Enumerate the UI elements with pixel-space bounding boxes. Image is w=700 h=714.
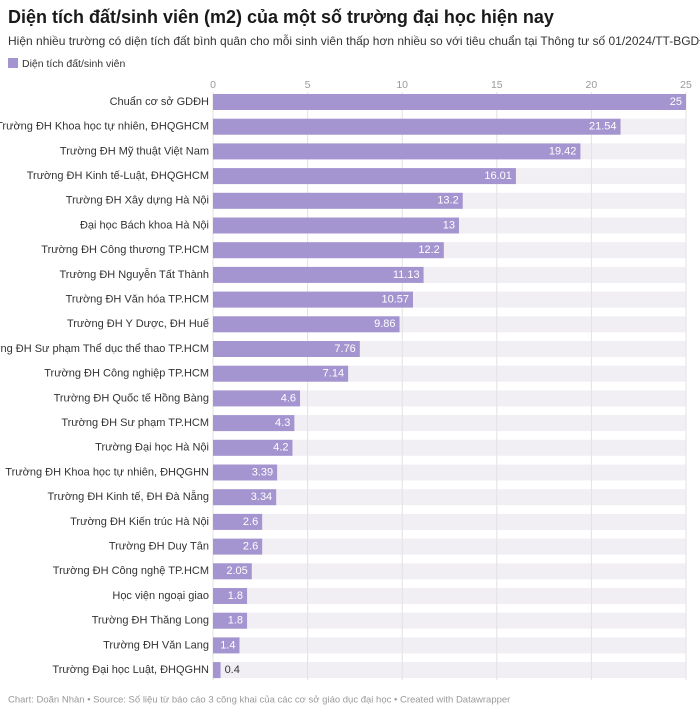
y-tick-label: Trường Đại học Luật, ĐHQGHN: [52, 664, 209, 676]
chart-title: Diện tích đất/sinh viên (m2) của một số …: [8, 7, 554, 27]
bar: [213, 266, 424, 283]
bar: [213, 217, 459, 234]
value-label: 10.57: [381, 294, 409, 306]
bar-track: [213, 588, 686, 604]
y-tick-label: Trường ĐH Thăng Long: [92, 615, 209, 627]
bar: [213, 143, 581, 160]
y-tick-label: Trường ĐH Xây dựng Hà Nội: [66, 195, 209, 207]
value-label: 13.2: [437, 195, 458, 207]
y-tick-label: Trường ĐH Nguyễn Tất Thành: [60, 268, 210, 281]
x-tick-label: 20: [586, 79, 598, 91]
y-tick-label: Trường ĐH Kinh tế-Luật, ĐHQGHCM: [27, 170, 209, 182]
bar-track: [213, 662, 686, 679]
bar: [213, 192, 463, 209]
x-tick-label: 0: [210, 79, 216, 91]
y-tick-label: Trường ĐH Sư phạm TP.HCM: [61, 417, 209, 429]
bar: [213, 365, 349, 382]
bar-track: [213, 513, 686, 530]
bar: [213, 291, 413, 308]
y-tick-label: Trường ĐH Công nghiệp TP.HCM: [44, 368, 209, 380]
bar: [213, 489, 277, 506]
y-tick-label: Trường ĐH Văn hóa TP.HCM: [66, 294, 209, 306]
bar: [213, 538, 263, 555]
value-label: 25: [670, 96, 682, 108]
bar-track: [213, 489, 686, 506]
bar: [213, 168, 516, 185]
value-label: 16.01: [484, 170, 512, 182]
bar: [213, 612, 248, 629]
value-label: 1.8: [228, 590, 243, 602]
legend-label: Diện tích đất/sinh viên: [22, 58, 125, 70]
value-label: 4.6: [281, 392, 296, 404]
y-tick-label: Học viện ngoại giao: [112, 590, 209, 602]
value-label: 3.39: [252, 466, 273, 478]
bar: [213, 637, 240, 654]
bar: [213, 439, 293, 456]
value-label: 7.76: [334, 343, 355, 355]
bar: [213, 316, 400, 333]
y-tick-label: Trường ĐH Khoa học tự nhiên, ĐHQGHN: [5, 466, 209, 478]
bar-track: [213, 415, 686, 432]
bar: [213, 588, 248, 604]
y-tick-label: Trường ĐH Kiến trúc Hà Nội: [70, 516, 209, 528]
bar-track: [213, 563, 686, 580]
value-label: 9.86: [374, 318, 395, 330]
value-label: 0.4: [225, 664, 240, 676]
chart-footer: Chart: Doãn Nhàn • Source: Số liệu từ bá…: [8, 695, 510, 706]
value-label: 11.13: [393, 269, 420, 281]
bar: [213, 390, 301, 407]
x-tick-label: 15: [491, 79, 503, 91]
y-tick-label: Trường ĐH Kinh tế, ĐH Đà Nẵng: [47, 490, 209, 503]
y-tick-label: Trường ĐH Sư phạm Thể dục thể thao TP.HC…: [0, 343, 209, 355]
value-label: 1.8: [228, 615, 243, 627]
x-tick-label: 25: [680, 79, 692, 91]
value-label: 1.4: [220, 639, 235, 651]
bar: [213, 415, 295, 432]
value-label: 12.2: [418, 244, 439, 256]
chart-subtitle: Hiện nhiều trường có diện tích đất bình …: [8, 33, 700, 48]
bar-track: [213, 439, 686, 456]
value-label: 4.3: [275, 417, 290, 429]
bar: [213, 94, 686, 110]
value-label: 2.6: [243, 516, 258, 528]
value-label: 4.2: [273, 442, 288, 454]
value-label: 2.6: [243, 541, 258, 553]
bar-track: [213, 538, 686, 555]
bar: [213, 341, 360, 357]
y-tick-label: Trường Đại học Hà Nội: [95, 442, 209, 454]
x-tick-label: 5: [305, 79, 311, 91]
value-label: 13: [443, 219, 455, 231]
bar-track: [213, 612, 686, 629]
y-tick-label: Trường ĐH Khoa học tự nhiên, ĐHQGHCM: [0, 121, 209, 133]
value-label: 3.34: [251, 491, 272, 503]
legend-swatch: [8, 58, 18, 68]
y-tick-label: Chuẩn cơ sở GDĐH: [110, 96, 209, 108]
value-label: 21.54: [589, 121, 617, 133]
bar: [213, 563, 252, 580]
y-tick-label: Trường ĐH Duy Tân: [109, 541, 209, 553]
bar: [213, 662, 221, 679]
y-tick-label: Đại học Bách khoa Hà Nội: [80, 219, 209, 231]
value-label: 7.14: [323, 368, 344, 380]
y-tick-label: Trường ĐH Quốc tế Hồng Bàng: [54, 392, 209, 404]
y-tick-label: Trường ĐH Văn Lang: [103, 639, 209, 651]
y-tick-label: Trường ĐH Công thương TP.HCM: [41, 244, 209, 256]
bar-track: [213, 464, 686, 481]
bar: [213, 464, 278, 481]
bar-track: [213, 390, 686, 407]
bar: [213, 118, 621, 135]
y-tick-label: Trường ĐH Y Dược, ĐH Huế: [67, 318, 209, 330]
value-label: 2.05: [226, 565, 247, 577]
y-tick-label: Trường ĐH Công nghệ TP.HCM: [53, 565, 209, 577]
bar: [213, 242, 444, 259]
bar-track: [213, 637, 686, 654]
bar: [213, 513, 263, 530]
value-label: 19.42: [549, 145, 577, 157]
y-tick-label: Trường ĐH Mỹ thuật Việt Nam: [60, 145, 209, 157]
x-tick-label: 10: [396, 79, 408, 91]
